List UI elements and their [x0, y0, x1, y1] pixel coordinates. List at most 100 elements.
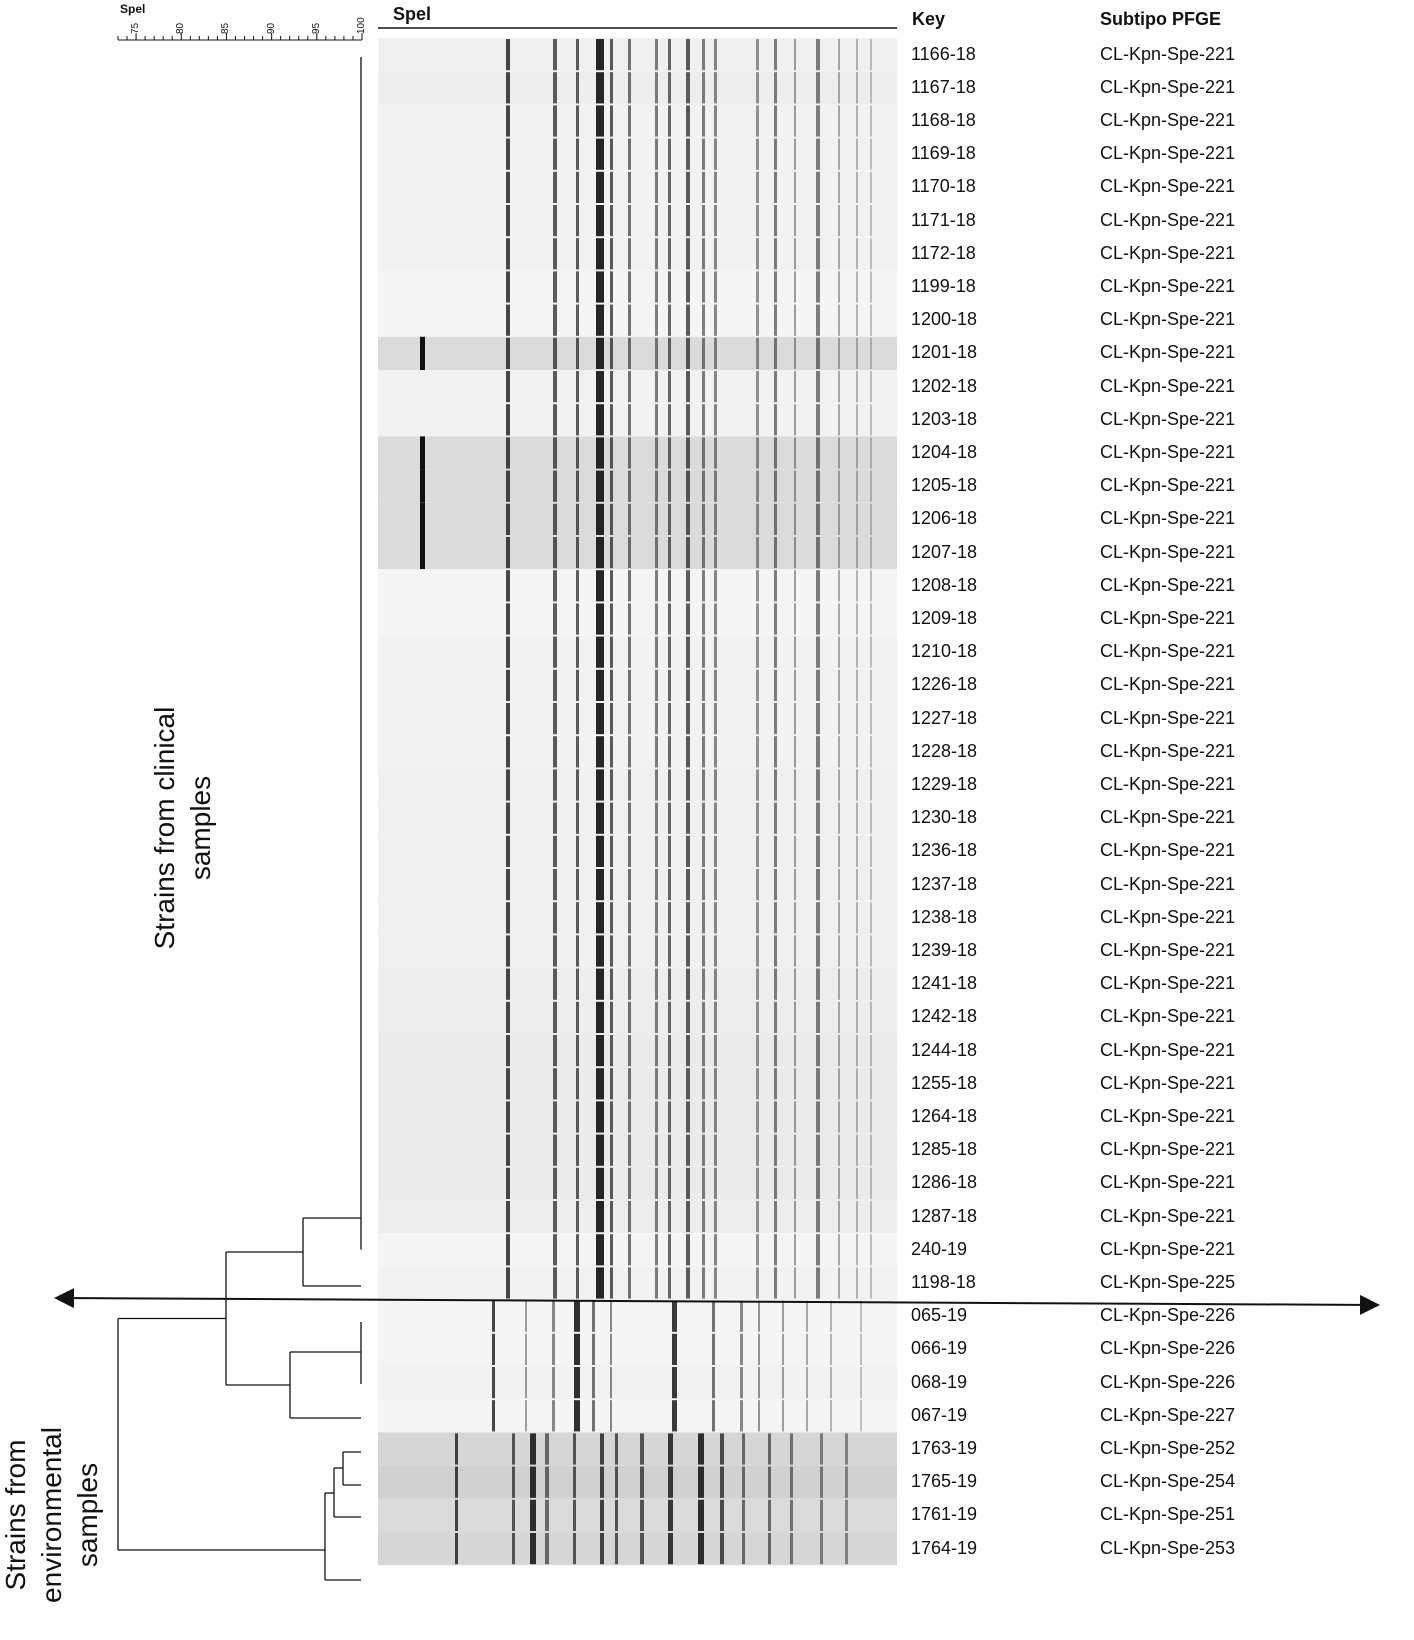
- gel-band: [600, 1499, 604, 1531]
- gel-band: [506, 1167, 510, 1199]
- gel-band: [714, 902, 717, 934]
- row-subtype: CL-Kpn-Spe-221: [1100, 1106, 1236, 1126]
- gel-band: [702, 238, 705, 270]
- gel-band: [794, 802, 796, 834]
- gel-band: [714, 802, 717, 834]
- gel-band: [856, 271, 858, 303]
- row-subtype: CL-Kpn-Spe-226: [1100, 1338, 1236, 1359]
- gel-band: [714, 238, 717, 270]
- row-subtype: CL-Kpn-Spe-221: [1100, 1006, 1236, 1027]
- row-key: 1286-18: [911, 1172, 978, 1193]
- gel-lane: [378, 1299, 897, 1333]
- gel-band: [512, 1433, 515, 1465]
- gel-band: [838, 404, 840, 436]
- gel-band: [628, 570, 631, 602]
- gel-band: [553, 1101, 557, 1133]
- gel-band: [838, 72, 840, 104]
- gel-band: [686, 603, 690, 635]
- gel-well-band: [420, 469, 425, 503]
- gel-band: [686, 1001, 690, 1033]
- gel-band: [702, 636, 705, 668]
- gel-band: [600, 1466, 604, 1498]
- gel-band: [856, 537, 858, 569]
- gel-band: [806, 1400, 808, 1432]
- gel-band: [596, 902, 604, 934]
- gel-band: [870, 869, 872, 901]
- gel-band: [655, 636, 658, 668]
- gel-band: [610, 337, 613, 369]
- gel-band: [720, 1466, 724, 1498]
- row-key: 1238-18: [911, 906, 978, 927]
- gel-band: [576, 802, 579, 834]
- gel-band: [870, 1101, 872, 1133]
- gel-band: [838, 238, 840, 270]
- gel-band: [768, 1466, 771, 1498]
- gel-band: [756, 669, 759, 701]
- gel-band: [553, 371, 557, 403]
- gel-band: [856, 470, 858, 502]
- gel-band: [576, 1267, 579, 1299]
- gel-lane: [378, 204, 897, 238]
- gel-band: [702, 1201, 705, 1233]
- gel-band: [870, 39, 872, 71]
- gel-band: [756, 238, 759, 270]
- gel-band: [686, 138, 690, 170]
- gel-band: [774, 902, 777, 934]
- gel-band: [816, 238, 820, 270]
- gel-band: [545, 1433, 549, 1465]
- gel-band: [838, 835, 840, 867]
- gel-band: [856, 736, 858, 768]
- gel-band: [610, 1333, 612, 1365]
- gel-band: [506, 537, 510, 569]
- gel-band: [720, 1533, 724, 1565]
- row-subtype: CL-Kpn-Spe-221: [1100, 110, 1236, 130]
- gel-band: [756, 138, 759, 170]
- environmental-label-line-2: environmental: [36, 1427, 67, 1603]
- gel-band: [686, 636, 690, 668]
- gel-band: [856, 669, 858, 701]
- gel-band: [553, 1234, 557, 1266]
- gel-band: [774, 1101, 777, 1133]
- gel-band: [615, 1533, 618, 1565]
- gel-band: [794, 537, 796, 569]
- gel-lane: [378, 469, 897, 503]
- gel-band: [856, 371, 858, 403]
- gel-band: [655, 470, 658, 502]
- gel-band: [506, 1101, 510, 1133]
- gel-band: [553, 736, 557, 768]
- gel-band: [830, 1400, 832, 1432]
- gel-band: [596, 1068, 604, 1100]
- row-subtype: CL-Kpn-Spe-221: [1100, 1039, 1236, 1060]
- gel-band: [856, 205, 858, 237]
- row-key: 1287-18: [911, 1205, 978, 1226]
- gel-band: [794, 371, 796, 403]
- gel-band: [860, 1367, 862, 1399]
- gel-band: [553, 603, 557, 635]
- gel-band: [628, 437, 631, 469]
- gel-band: [774, 503, 777, 535]
- row-key: 1206-18: [911, 508, 978, 529]
- gel-band: [870, 503, 872, 535]
- gel-band: [856, 869, 858, 901]
- gel-band: [596, 437, 604, 469]
- gel-band: [856, 636, 858, 668]
- row-key: 1763-19: [911, 1438, 978, 1458]
- gel-band: [596, 669, 604, 701]
- gel-band: [628, 271, 631, 303]
- gel-band: [794, 171, 796, 203]
- gel-band: [668, 1533, 673, 1565]
- gel-band: [553, 271, 557, 303]
- gel-band: [553, 1201, 557, 1233]
- gel-band: [553, 304, 557, 336]
- gel-band: [576, 470, 579, 502]
- row-subtype: CL-Kpn-Spe-221: [1100, 674, 1236, 695]
- gel-band: [712, 1300, 715, 1332]
- gel-band: [628, 902, 631, 934]
- gel-band: [686, 802, 690, 834]
- gel-band: [553, 72, 557, 104]
- gel-band: [553, 902, 557, 934]
- row-subtype: CL-Kpn-Spe-221: [1100, 1139, 1236, 1160]
- gel-band: [668, 337, 671, 369]
- gel-band: [816, 869, 820, 901]
- gel-band: [702, 570, 705, 602]
